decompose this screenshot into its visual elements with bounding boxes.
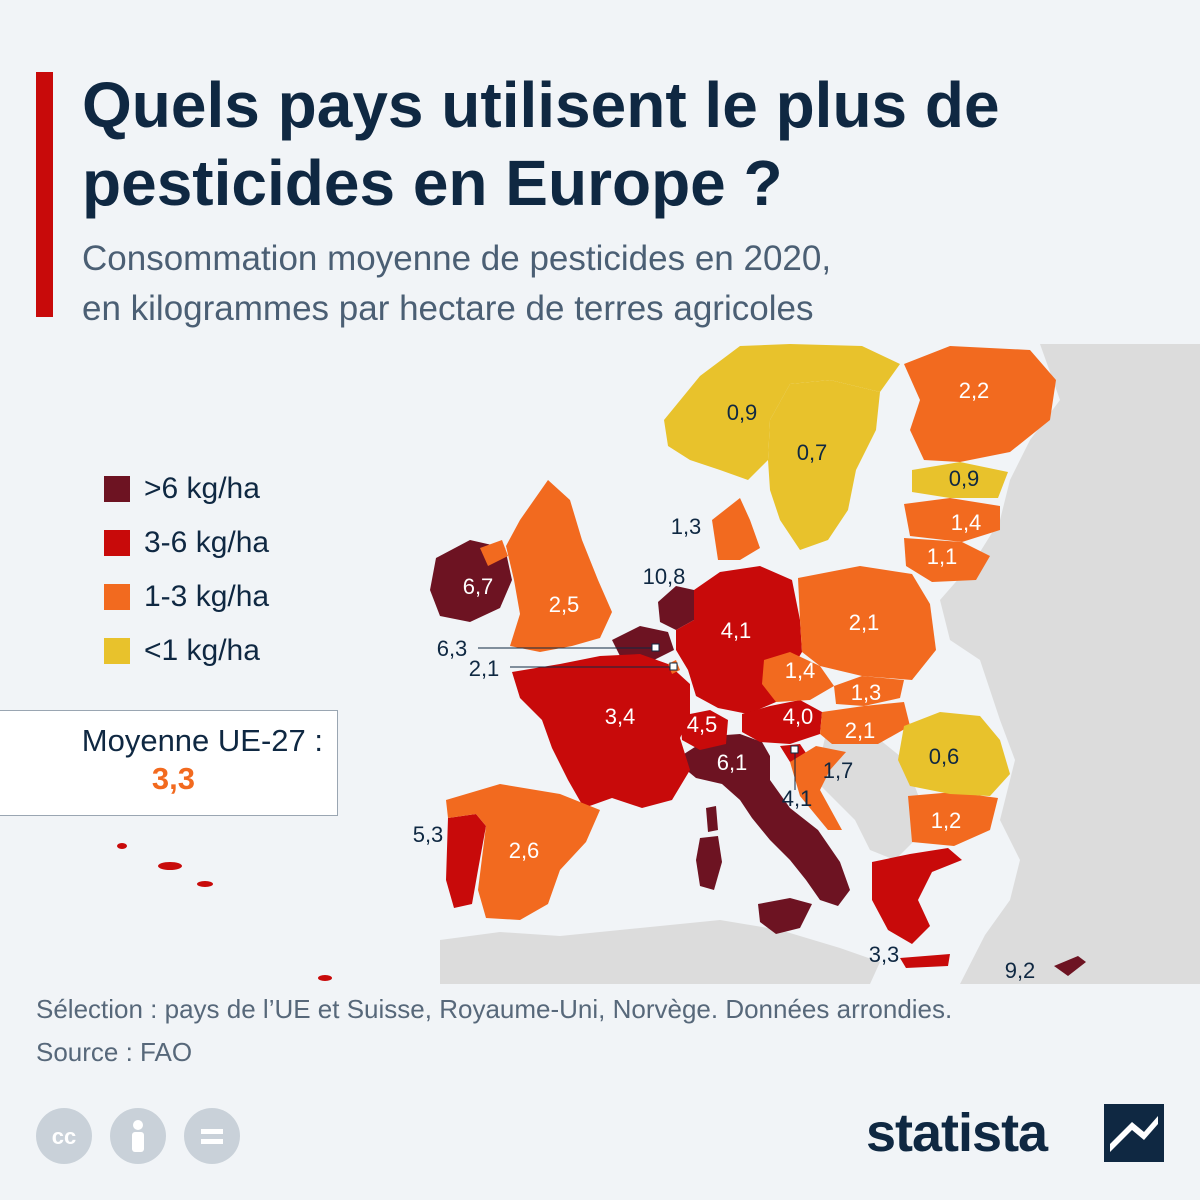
- footnote-selection: Sélection : pays de l’UE et Suisse, Roya…: [36, 994, 953, 1024]
- country-portugal: [446, 814, 486, 908]
- label-poland: 2,1: [849, 610, 880, 635]
- country-hungary: [820, 702, 910, 744]
- country-sweden: [768, 380, 880, 550]
- legend-label: >6 kg/ha: [144, 472, 260, 505]
- legend-label: 1-3 kg/ha: [144, 580, 270, 613]
- label-norway: 0,9: [727, 400, 758, 425]
- label-denmark: 1,3: [671, 514, 702, 539]
- country-belgium: [612, 626, 674, 662]
- subtitle-line-1: Consommation moyenne de pesticides en 20…: [82, 239, 832, 278]
- label-france: 3,4: [605, 704, 636, 729]
- country-estonia: [912, 462, 1008, 498]
- europe-map: 0,9 0,7 2,2 0,9 1,4 1,1 1,3 10,8 6,7 2,5…: [117, 344, 1200, 984]
- country-latvia: [904, 498, 1000, 542]
- country-poland: [798, 566, 936, 680]
- country-northern-ireland: [480, 540, 508, 566]
- legend-swatch: [104, 530, 130, 556]
- country-netherlands: [658, 586, 694, 630]
- island-sardinia: [696, 836, 722, 890]
- license-icons: cc: [36, 1108, 240, 1164]
- label-portugal: 5,3: [413, 822, 444, 847]
- island-corsica: [706, 806, 718, 832]
- label-netherlands: 10,8: [643, 564, 686, 589]
- country-denmark: [712, 498, 760, 560]
- eu-average-value: 3,3: [151, 761, 195, 796]
- label-slovakia: 1,3: [851, 680, 882, 705]
- country-labels: 0,9 0,7 2,2 0,9 1,4 1,1 1,3 10,8 6,7 2,5…: [413, 378, 1036, 983]
- country-norway: [664, 344, 900, 480]
- subtitle-line-2: en kilogrammes par hectare de terres agr…: [82, 289, 814, 328]
- label-bulgaria: 1,2: [931, 808, 962, 833]
- label-ireland: 6,7: [463, 574, 494, 599]
- legend-item: >6 kg/ha: [104, 462, 269, 516]
- nd-icon[interactable]: [184, 1108, 240, 1164]
- eu-average-box: Moyenne UE-27 : 3,3: [0, 710, 338, 816]
- legend-swatch: [104, 584, 130, 610]
- label-luxembourg: 2,1: [469, 656, 500, 681]
- label-spain: 2,6: [509, 838, 540, 863]
- label-finland: 2,2: [959, 378, 990, 403]
- page-title: Quels pays utilisent le plus de pesticid…: [82, 69, 1000, 219]
- label-czechia: 1,4: [785, 658, 816, 683]
- country-france: [512, 654, 690, 808]
- label-belgium: 6,3: [437, 636, 468, 661]
- country-croatia: [790, 746, 846, 830]
- country-czechia: [762, 652, 834, 702]
- country-romania: [898, 712, 1010, 796]
- footnote: Sélection : pays de l’UE et Suisse, Roya…: [36, 988, 952, 1074]
- country-cyprus: [1054, 956, 1086, 976]
- label-latvia: 1,4: [951, 510, 982, 535]
- country-uk: [506, 480, 612, 652]
- label-lithuania: 1,1: [927, 544, 958, 569]
- title-accent-bar: [36, 72, 53, 317]
- country-austria: [742, 700, 822, 744]
- legend-label: 3-6 kg/ha: [144, 526, 270, 559]
- country-lithuania: [904, 538, 990, 582]
- label-romania: 0,6: [929, 744, 960, 769]
- leader-lines: [478, 643, 799, 790]
- legend-item: 1-3 kg/ha: [104, 570, 269, 624]
- islands-azores-madeira: [117, 843, 332, 981]
- statista-wordmark: statista: [866, 1103, 1048, 1163]
- country-greece: [872, 848, 962, 944]
- by-icon[interactable]: [110, 1108, 166, 1164]
- footnote-source: Source : FAO: [36, 1037, 193, 1067]
- legend-swatch: [104, 638, 130, 664]
- statista-logo-icon: [1104, 1104, 1164, 1162]
- background-land: [440, 344, 1200, 984]
- island-crete: [900, 954, 950, 968]
- label-hungary: 2,1: [845, 718, 876, 743]
- label-cyprus: 9,2: [1005, 958, 1036, 983]
- country-bulgaria: [908, 792, 998, 846]
- label-switzerland: 4,5: [687, 712, 718, 737]
- label-estonia: 0,9: [949, 466, 980, 491]
- legend-item: <1 kg/ha: [104, 624, 269, 678]
- country-slovakia: [834, 676, 904, 706]
- eu-average-label: Moyenne UE-27 :: [81, 723, 323, 758]
- cc-icon[interactable]: cc: [36, 1108, 92, 1164]
- island-sicily: [758, 898, 812, 934]
- legend-swatch: [104, 476, 130, 502]
- subtitle: Consommation moyenne de pesticides en 20…: [82, 234, 1162, 334]
- svg-text:cc: cc: [52, 1124, 76, 1149]
- legend-label: <1 kg/ha: [144, 634, 260, 667]
- label-germany: 4,1: [721, 618, 752, 643]
- label-croatia: 1,7: [823, 758, 854, 783]
- label-italy: 6,1: [717, 750, 748, 775]
- legend: >6 kg/ha 3-6 kg/ha 1-3 kg/ha <1 kg/ha: [104, 462, 269, 678]
- label-uk: 2,5: [549, 592, 580, 617]
- country-finland: [904, 346, 1056, 462]
- country-spain: [446, 784, 600, 920]
- label-austria: 4,0: [783, 704, 814, 729]
- label-sweden: 0,7: [797, 440, 828, 465]
- label-greece: 3,3: [869, 942, 900, 967]
- legend-item: 3-6 kg/ha: [104, 516, 269, 570]
- label-slovenia: 4,1: [782, 786, 813, 811]
- country-switzerland: [680, 710, 728, 750]
- country-italy: [684, 734, 850, 906]
